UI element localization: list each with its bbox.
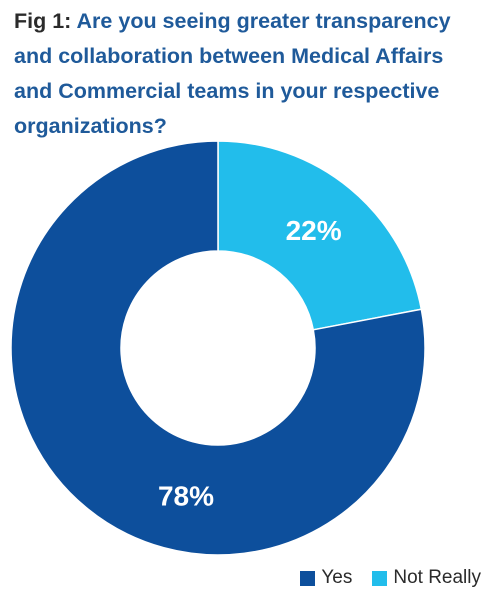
legend-swatch-not-really (372, 570, 388, 586)
legend-label-not-really: Not Really (393, 567, 481, 588)
figure-question: Are you seeing greater transparency and … (14, 9, 451, 138)
slice-not-really (217, 140, 423, 331)
legend-swatch-yes (300, 570, 316, 586)
legend-item-yes: Yes (300, 567, 352, 589)
figure-number: Fig 1: (14, 9, 72, 33)
chart-title: Fig 1: Are you seeing greater transparen… (14, 4, 484, 144)
data-label-yes: 78% (158, 480, 214, 511)
slice-yes (10, 140, 426, 556)
chart-legend: Yes Not Really (300, 564, 481, 592)
legend-item-not-really: Not Really (372, 567, 481, 589)
data-label-not-really: 22% (286, 215, 342, 246)
legend-label-yes: Yes (321, 567, 353, 588)
